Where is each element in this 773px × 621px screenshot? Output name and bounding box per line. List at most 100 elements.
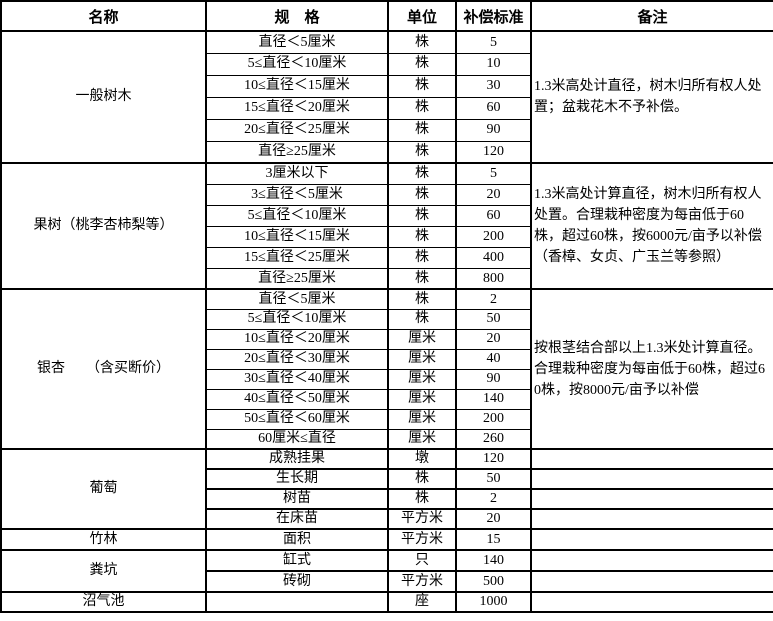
unit-cell: 株 bbox=[387, 267, 457, 289]
header-unit: 单位 bbox=[387, 0, 457, 32]
unit-cell: 墩 bbox=[387, 448, 457, 469]
table-row: 3≤直径＜5厘米株 20 bbox=[1, 183, 773, 205]
unit-cell: 株 bbox=[387, 308, 457, 329]
standard-value-cell: 2 bbox=[455, 488, 532, 509]
unit-cell: 株 bbox=[387, 468, 457, 489]
spec-cell: 5≤直径＜10厘米 bbox=[205, 204, 389, 226]
row-group-name: 沼气池 bbox=[0, 591, 207, 612]
standard-value-cell: 200 bbox=[455, 225, 532, 247]
standard-value-cell: 5 bbox=[455, 30, 532, 53]
standard-value-cell: 20 bbox=[455, 508, 532, 529]
spec-cell: 砖砌 bbox=[205, 570, 389, 592]
unit-cell: 株 bbox=[387, 246, 457, 268]
spec-cell: 面积 bbox=[205, 528, 389, 550]
unit-cell: 株 bbox=[387, 204, 457, 226]
remark-cell: 1.3米高处计算直径，树木归所有权人处置。合理栽种密度为每亩低于60株，超过60… bbox=[530, 162, 773, 289]
spec-cell: 3≤直径＜5厘米 bbox=[205, 183, 389, 205]
table-row: 沼气池 座 1000 bbox=[0, 591, 773, 612]
spec-cell: 15≤直径＜20厘米 bbox=[205, 96, 389, 119]
unit-cell: 平方米 bbox=[387, 570, 457, 592]
standard-value-cell: 60 bbox=[455, 96, 532, 119]
unit-cell: 座 bbox=[387, 591, 457, 612]
row-group-name: 粪坑 bbox=[0, 549, 207, 592]
standard-value-cell: 90 bbox=[455, 118, 532, 141]
standard-value-cell: 50 bbox=[455, 308, 532, 329]
table-row: 葡萄 成熟挂果墩 120 bbox=[0, 448, 773, 529]
spec-cell: 40≤直径＜50厘米 bbox=[205, 388, 389, 409]
spec-cell: 直径＜5厘米 bbox=[205, 30, 389, 53]
table-row: 20≤直径＜30厘米 厘米 40 bbox=[1, 348, 773, 369]
spec-cell: 在床苗 bbox=[205, 508, 389, 529]
row-group-name: 果树（桃李杏柿梨等） bbox=[0, 162, 207, 289]
standard-value-cell: 500 bbox=[455, 570, 532, 592]
spec-cell: 10≤直径＜15厘米 bbox=[205, 225, 389, 247]
standard-value-cell: 140 bbox=[455, 388, 532, 409]
spec-cell: 10≤直径＜15厘米 bbox=[205, 74, 389, 97]
table-row: 银杏 （含买断价） 直径＜5厘米株 2 按根茎结合部以上1.3米处计算直径。合理栽种密… bbox=[0, 288, 773, 449]
standard-value-cell: 2 bbox=[455, 288, 532, 309]
table-row: 15≤直径＜20厘米株 60 bbox=[1, 96, 773, 119]
row-group-name: 一般树木 bbox=[0, 30, 207, 163]
unit-cell: 株 bbox=[387, 140, 457, 163]
table-row: 10≤直径＜15厘米株 30 bbox=[1, 74, 773, 97]
spec-cell: 10≤直径＜20厘米 bbox=[205, 328, 389, 349]
unit-cell: 株 bbox=[387, 74, 457, 97]
table-row: 5≤直径＜10厘米株 60 bbox=[1, 204, 773, 226]
standard-value-cell: 10 bbox=[455, 52, 532, 75]
table-row: 砖砌 平方米 500 bbox=[1, 570, 773, 592]
header-row: 名称 规 格 单位 补偿标准 备注 bbox=[0, 0, 773, 32]
spec-cell: 生长期 bbox=[205, 468, 389, 489]
spec-cell: 30≤直径＜40厘米 bbox=[205, 368, 389, 389]
unit-cell: 株 bbox=[387, 288, 457, 309]
standard-value-cell: 20 bbox=[455, 183, 532, 205]
unit-cell: 厘米 bbox=[387, 348, 457, 369]
spec-cell: 50≤直径＜60厘米 bbox=[205, 408, 389, 429]
spec-cell: 5≤直径＜10厘米 bbox=[205, 52, 389, 75]
standard-value-cell: 400 bbox=[455, 246, 532, 268]
row-group-name: 葡萄 bbox=[0, 448, 207, 529]
spec-cell: 20≤直径＜30厘米 bbox=[205, 348, 389, 369]
unit-cell: 株 bbox=[387, 30, 457, 53]
standard-value-cell: 90 bbox=[455, 368, 532, 389]
standard-value-cell: 120 bbox=[455, 140, 532, 163]
table-row: 5≤直径＜10厘米株 10 bbox=[1, 52, 773, 75]
spec-cell: 20≤直径＜25厘米 bbox=[205, 118, 389, 141]
standard-value-cell: 260 bbox=[455, 428, 532, 449]
remark-cell bbox=[530, 508, 773, 529]
unit-cell: 株 bbox=[387, 52, 457, 75]
remark-cell bbox=[530, 448, 773, 469]
table-row: 40≤直径＜50厘米 厘米 140 bbox=[1, 388, 773, 409]
spec-cell bbox=[205, 591, 389, 612]
remark-cell: 按根茎结合部以上1.3米处计算直径。合理栽种密度为每亩低于60株，超过60株，按… bbox=[530, 288, 773, 449]
table-row: 树苗株 2 bbox=[1, 488, 773, 509]
unit-cell: 厘米 bbox=[387, 328, 457, 349]
header-spec: 规 格 bbox=[205, 0, 389, 32]
table-row: 果树（桃李杏柿梨等） 3厘米以下株 5 1.3米高处计算直径，树木归所有权人处置。合理… bbox=[0, 162, 773, 289]
table-body: 一般树木 直径＜5厘米株 5 1.3米高处计直径，树木归所有权人处置；盆栽花木不予补偿… bbox=[0, 30, 773, 612]
table-row: 生长期株 50 bbox=[1, 468, 773, 489]
spec-cell: 成熟挂果 bbox=[205, 448, 389, 469]
remark-cell bbox=[530, 468, 773, 489]
table-row: 在床苗 平方米 20 bbox=[1, 508, 773, 529]
table-row: 竹林 面积 平方米 15 bbox=[0, 528, 773, 550]
unit-cell: 厘米 bbox=[387, 368, 457, 389]
header-remark: 备注 bbox=[530, 0, 773, 32]
spec-cell: 15≤直径＜25厘米 bbox=[205, 246, 389, 268]
unit-cell: 株 bbox=[387, 225, 457, 247]
unit-cell: 株 bbox=[387, 183, 457, 205]
table-row: 30≤直径＜40厘米 厘米 90 bbox=[1, 368, 773, 389]
table-row: 10≤直径＜20厘米 厘米 20 bbox=[1, 328, 773, 349]
spec-cell: 直径≥25厘米 bbox=[205, 140, 389, 163]
remark-cell: 1.3米高处计直径，树木归所有权人处置；盆栽花木不予补偿。 bbox=[530, 30, 773, 163]
unit-cell: 平方米 bbox=[387, 528, 457, 550]
remark-cell bbox=[530, 570, 773, 592]
table-row: 一般树木 直径＜5厘米株 5 1.3米高处计直径，树木归所有权人处置；盆栽花木不予补偿… bbox=[0, 30, 773, 163]
standard-value-cell: 50 bbox=[455, 468, 532, 489]
spec-cell: 直径＜5厘米 bbox=[205, 288, 389, 309]
remark-cell bbox=[530, 591, 773, 612]
spec-cell: 缸式 bbox=[205, 549, 389, 571]
standard-value-cell: 120 bbox=[455, 448, 532, 469]
remark-cell bbox=[530, 549, 773, 571]
table-row: 20≤直径＜25厘米株 90 bbox=[1, 118, 773, 141]
